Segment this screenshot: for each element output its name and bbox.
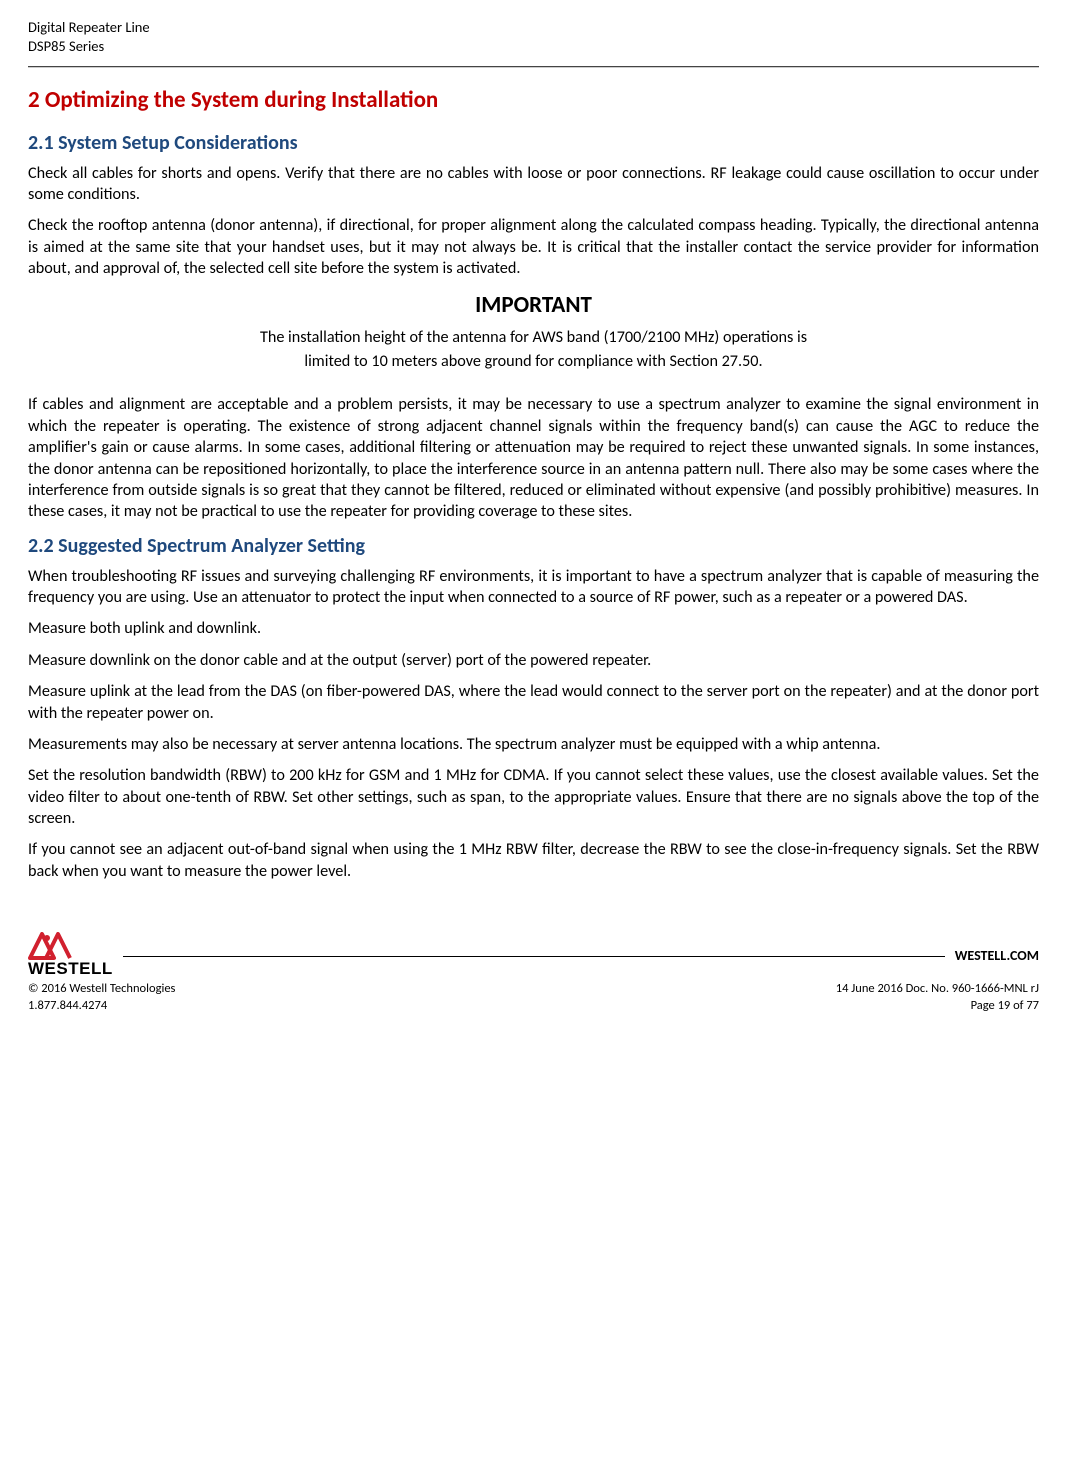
header-rule: [28, 66, 1039, 67]
important-label: IMPORTANT: [28, 290, 1039, 321]
westell-logo: WESTELL: [28, 932, 113, 981]
footer-page: Page 19 of 77: [971, 998, 1039, 1015]
westell-logo-text: WESTELL: [28, 958, 113, 981]
paragraph: Measure uplink at the lead from the DAS …: [28, 681, 1039, 724]
page-header: Digital Repeater Line DSP85 Series: [28, 18, 1039, 56]
paragraph: Measurements may also be necessary at se…: [28, 734, 1039, 755]
important-line-1: The installation height of the antenna f…: [28, 327, 1039, 349]
footer-phone: 1.877.844.4274: [28, 998, 107, 1015]
paragraph: If cables and alignment are acceptable a…: [28, 394, 1039, 522]
important-line-2: limited to 10 meters above ground for co…: [28, 351, 1039, 373]
footer-docref: 14 June 2016 Doc. No. 960-1666-MNL rJ: [836, 981, 1039, 998]
heading-2-analyzer: 2.2 Suggested Spectrum Analyzer Setting: [28, 533, 1039, 560]
heading-1: 2 Optimizing the System during Installat…: [28, 85, 1039, 116]
westell-logo-icon: [28, 932, 72, 960]
paragraph: Check all cables for shorts and opens. V…: [28, 163, 1039, 206]
paragraph: Set the resolution bandwidth (RBW) to 20…: [28, 765, 1039, 829]
footer-copyright: © 2016 Westell Technologies: [28, 981, 175, 998]
footer-rule: [123, 956, 945, 957]
heading-2-setup: 2.1 System Setup Considerations: [28, 130, 1039, 157]
header-line-1: Digital Repeater Line: [28, 18, 1039, 37]
paragraph: Measure both uplink and downlink.: [28, 618, 1039, 639]
header-line-2: DSP85 Series: [28, 37, 1039, 56]
paragraph: When troubleshooting RF issues and surve…: [28, 566, 1039, 609]
paragraph: If you cannot see an adjacent out-of-ban…: [28, 839, 1039, 882]
footer-site: WESTELL.COM: [955, 947, 1039, 966]
paragraph: Check the rooftop antenna (donor antenna…: [28, 215, 1039, 279]
paragraph: Measure downlink on the donor cable and …: [28, 650, 1039, 671]
page-footer: WESTELL WESTELL.COM © 2016 Westell Techn…: [28, 932, 1039, 1015]
